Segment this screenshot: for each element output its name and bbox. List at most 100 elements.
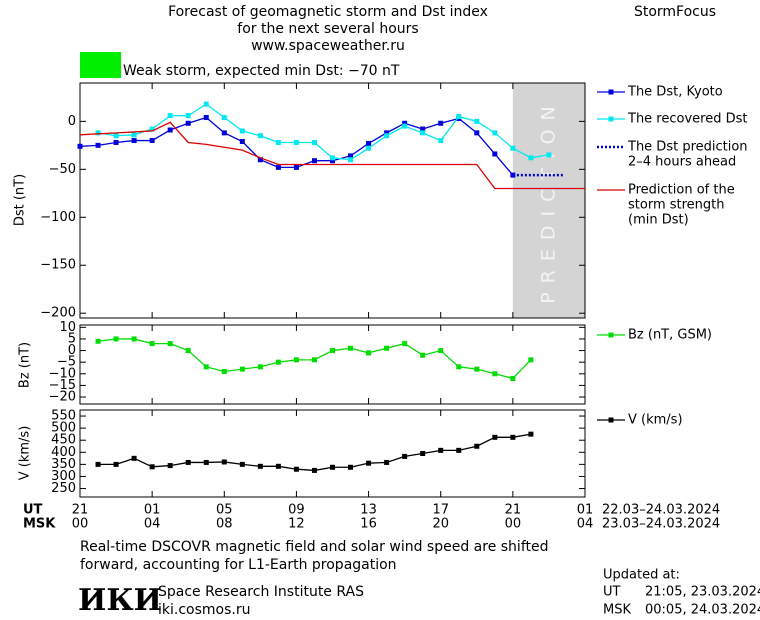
updated-zone: UT (603, 585, 621, 600)
prediction-region (512, 83, 585, 318)
data-point (167, 113, 173, 119)
data-point (257, 157, 263, 163)
data-point (113, 139, 119, 145)
legend-label: (min Dst) (628, 213, 689, 228)
data-point (167, 341, 173, 347)
data-point (257, 463, 263, 469)
legend-label: storm strength (628, 198, 725, 213)
x-tick-label-msk: 08 (216, 517, 233, 532)
msk-dates: 23.03–24.03.2024 (602, 517, 720, 532)
panel-frame (79, 324, 586, 405)
data-point (420, 126, 426, 132)
data-point (546, 152, 552, 158)
data-point (311, 467, 317, 473)
data-point (474, 366, 480, 372)
data-point (420, 130, 426, 136)
y-tick-label: −50 (49, 162, 76, 177)
y-axis-label: Dst (nT) (13, 174, 28, 226)
data-point (402, 120, 408, 126)
data-point (131, 132, 137, 138)
data-point (492, 151, 498, 157)
legend-label: 2–4 hours ahead (628, 155, 736, 170)
y-axis-label: Bz (nT) (18, 342, 33, 388)
data-point (113, 133, 119, 139)
data-point (438, 120, 444, 126)
updated-label: Updated at: (603, 568, 680, 583)
data-point (167, 463, 173, 469)
data-point (510, 375, 516, 381)
data-point (203, 101, 209, 107)
y-axis-label: V (km/s) (18, 426, 33, 481)
data-point (402, 453, 408, 459)
x-tick-label: 05 (216, 503, 233, 518)
x-tick-label-msk: 00 (72, 517, 89, 532)
legend-label: The Dst prediction (627, 140, 748, 155)
data-point (149, 126, 155, 132)
legend-marker (608, 89, 614, 95)
msk-label: MSK (23, 517, 56, 532)
data-point (456, 364, 462, 370)
data-point (438, 348, 444, 354)
data-point (77, 143, 83, 149)
data-point (149, 138, 155, 144)
x-tick-label: 17 (432, 503, 449, 518)
data-point (348, 157, 354, 163)
y-tick-label: 450 (51, 433, 76, 448)
data-point (311, 357, 317, 363)
y-tick-label: 500 (51, 421, 76, 436)
updated-zone: MSK (603, 603, 631, 618)
data-point (366, 145, 372, 151)
website[interactable]: iki.cosmos.ru (158, 602, 250, 618)
y-tick-label: 5 (68, 331, 76, 346)
data-point (474, 443, 480, 449)
data-point (167, 127, 173, 133)
logo: ИКИ (78, 583, 162, 618)
data-point (95, 142, 101, 148)
data-point (203, 459, 209, 465)
data-point (510, 145, 516, 151)
data-point (239, 461, 245, 467)
title-line: Forecast of geomagnetic storm and Dst in… (168, 4, 488, 20)
data-point (420, 352, 426, 358)
legend-label: Prediction of the (628, 183, 735, 198)
data-point (384, 133, 390, 139)
data-point (402, 123, 408, 129)
data-point (221, 368, 227, 374)
data-point (185, 113, 191, 119)
x-tick-label-msk: 04 (144, 517, 161, 532)
data-point (330, 155, 335, 161)
data-point (311, 139, 317, 145)
data-point (456, 447, 462, 453)
title-line: for the next several hours (237, 21, 418, 37)
data-point (348, 464, 354, 470)
y-tick-label: 0 (68, 114, 76, 129)
storm-swatch (80, 52, 121, 78)
data-point (384, 459, 390, 465)
storm-label: Weak storm, expected min Dst: −70 nT (123, 63, 400, 79)
data-point (528, 155, 534, 161)
y-tick-label: −100 (40, 210, 76, 225)
data-point (348, 153, 354, 159)
data-point (366, 350, 372, 356)
data-point (149, 464, 155, 470)
legend-label: The recovered Dst (627, 112, 747, 127)
y-tick-label: −15 (49, 378, 76, 393)
data-point (275, 463, 281, 469)
series-line (79, 121, 585, 190)
series-line (97, 103, 550, 161)
title-line: www.spaceweather.ru (251, 38, 405, 54)
data-point (239, 139, 245, 145)
y-tick-label: −5 (57, 355, 76, 370)
data-point (113, 461, 119, 467)
data-point (95, 461, 101, 467)
data-point (221, 130, 227, 136)
data-point (384, 130, 390, 136)
panel-frame (79, 409, 586, 498)
x-tick-label: 09 (288, 503, 305, 518)
legend-label: V (km/s) (628, 413, 683, 428)
data-point (131, 138, 137, 144)
prediction-label: PREDICTION (537, 97, 559, 304)
x-tick-label: 21 (505, 503, 522, 518)
data-point (149, 341, 155, 347)
data-point (420, 451, 426, 456)
